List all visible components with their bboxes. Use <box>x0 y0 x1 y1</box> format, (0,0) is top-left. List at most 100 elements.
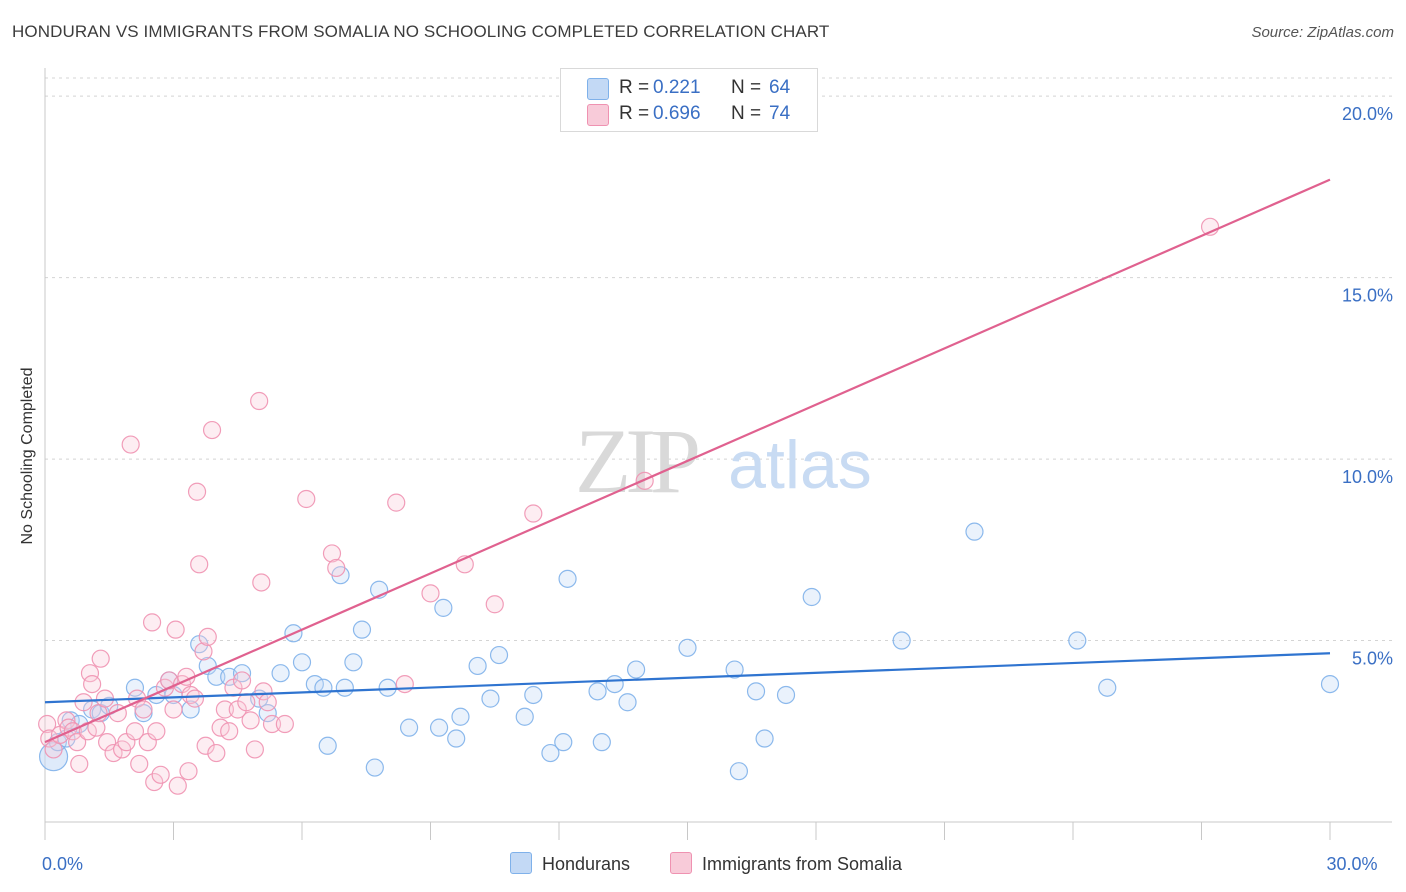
chart-title: HONDURAN VS IMMIGRANTS FROM SOMALIA NO S… <box>12 22 830 41</box>
somalia-point <box>250 391 269 411</box>
somalia-point <box>80 664 100 683</box>
somalia-point <box>130 754 149 774</box>
somalia-point <box>68 733 87 752</box>
somalia-point <box>262 714 282 734</box>
legend-n-value: 64 <box>769 77 791 98</box>
honduran-point <box>605 674 624 694</box>
legend-swatch-blue <box>587 78 609 100</box>
x-tick-label: 30.0% <box>1326 854 1377 874</box>
bottom-legend-somalia: Immigrants from Somalia <box>670 852 902 875</box>
honduran-point <box>314 678 333 697</box>
somalia-point <box>168 776 187 795</box>
somalia-point <box>635 471 654 490</box>
honduran-point <box>481 689 500 708</box>
honduran-point <box>292 653 312 672</box>
honduran-point <box>729 762 749 781</box>
honduran-point <box>335 678 354 697</box>
legend-swatch-pink <box>587 104 609 126</box>
legend-n-value: 74 <box>769 103 791 124</box>
trend-layer <box>44 178 1331 744</box>
somalia-point <box>190 555 209 574</box>
honduran-point <box>626 660 646 679</box>
bottom-legend-hondurans: Hondurans <box>510 852 630 875</box>
honduran-point <box>802 587 821 607</box>
somalia-point <box>297 489 316 509</box>
somalia-point <box>485 595 504 614</box>
honduran-point <box>618 693 637 712</box>
somalia-point <box>421 584 440 603</box>
honduran-point <box>451 707 470 726</box>
somalia-point <box>83 674 102 694</box>
honduran-point <box>558 569 577 588</box>
honduran-point <box>746 682 766 701</box>
somalia-point <box>241 711 260 730</box>
somalia-point <box>187 482 207 501</box>
honduran-point <box>592 733 611 752</box>
honduran-point <box>399 718 419 737</box>
honduran-point <box>1098 678 1117 697</box>
legend-r-label: R = <box>619 77 650 98</box>
somalia-point <box>185 689 205 708</box>
somalia-point <box>215 700 234 719</box>
somalia-point <box>147 722 166 741</box>
somalia-point <box>275 714 294 734</box>
legend-r-value: 0.696 <box>653 103 701 124</box>
bottom-legend-swatch-blue <box>510 852 532 874</box>
honduran-point <box>352 620 372 639</box>
honduran-point <box>489 645 509 665</box>
honduran-point <box>378 678 397 697</box>
correlation-legend: R = 0.221 N = 64 R = 0.696 N = 74 <box>560 68 818 132</box>
somalia-point <box>74 693 93 712</box>
somalia-point <box>98 733 117 752</box>
y-tick-label: 20.0% <box>1342 104 1393 124</box>
honduran-point <box>524 685 543 705</box>
somalia-point <box>142 613 162 632</box>
honduran-point <box>318 736 337 755</box>
somalia-point <box>198 627 217 647</box>
watermark: ZIP atlas <box>575 410 872 512</box>
honduran-point <box>776 685 796 705</box>
legend-n-label: N = <box>731 103 762 124</box>
honduran-point <box>258 704 277 723</box>
somalia-point <box>121 435 140 454</box>
somalia-point <box>232 671 252 690</box>
somalia-point <box>145 772 164 792</box>
y-tick-label: 5.0% <box>1352 649 1393 669</box>
bottom-legend-swatch-pink <box>670 852 692 874</box>
legend-r-label: R = <box>619 103 650 124</box>
honduran-point <box>429 718 449 737</box>
honduran-point <box>554 733 573 752</box>
somalia-point <box>237 693 256 712</box>
somalia-point <box>194 642 213 661</box>
somalia-point <box>322 544 342 563</box>
y-tick-label: 15.0% <box>1342 286 1393 306</box>
grid-layer <box>45 77 1392 642</box>
somalia-point <box>387 493 406 512</box>
somalia-point <box>179 762 198 781</box>
somalia-point <box>524 504 543 523</box>
somalia-point <box>254 682 273 701</box>
somalia-point <box>164 700 183 719</box>
somalia-point <box>196 736 215 755</box>
somalia-point <box>57 711 76 730</box>
somalia-trend-line <box>44 178 1331 744</box>
honduran-point <box>892 631 911 650</box>
somalia-point <box>151 765 170 784</box>
honduran-point <box>232 664 252 683</box>
y-axis-label: No Schooling Completed <box>19 367 36 545</box>
honduran-point <box>541 743 560 763</box>
somalia-point <box>395 674 414 694</box>
somalia-point <box>40 729 59 748</box>
axis-layer <box>44 68 1392 840</box>
somalia-point <box>125 722 145 741</box>
honduran-point <box>725 660 744 679</box>
bottom-legend-label: Immigrants from Somalia <box>702 854 903 874</box>
honduran-point <box>1320 674 1340 694</box>
honduran-point <box>434 598 453 617</box>
honduran-point <box>468 656 487 676</box>
honduran-point <box>588 682 607 701</box>
honduran-point <box>965 522 984 541</box>
honduran-point <box>678 638 697 657</box>
legend-r-value: 0.221 <box>653 77 701 98</box>
